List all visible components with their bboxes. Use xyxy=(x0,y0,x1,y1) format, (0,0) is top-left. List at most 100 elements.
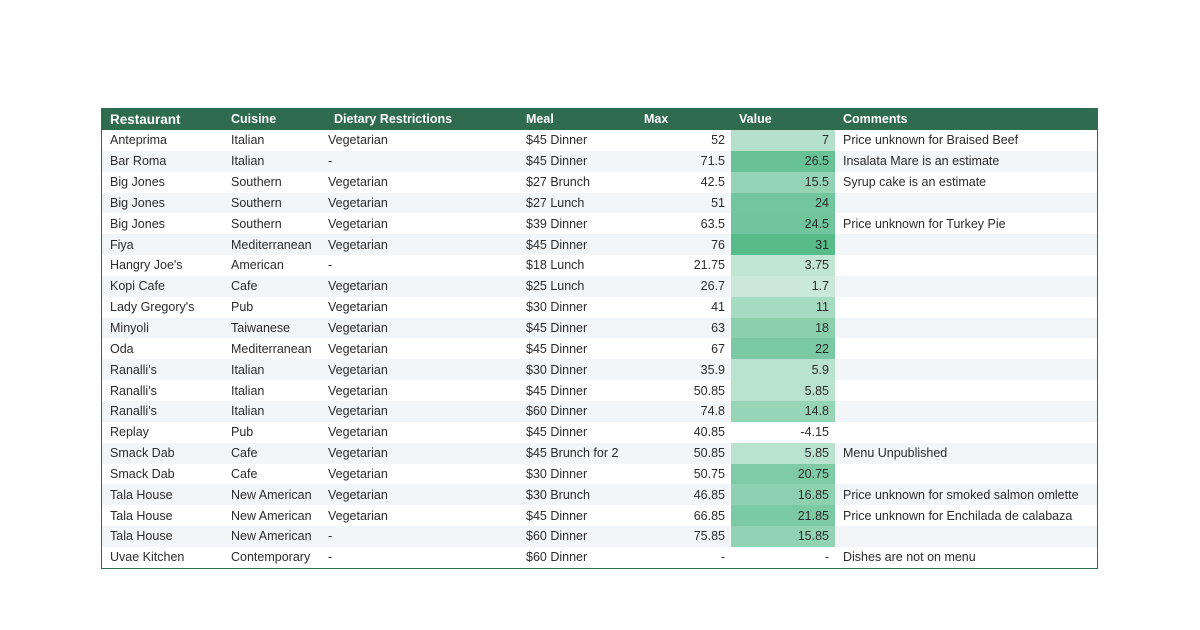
cell-cuisine: Southern xyxy=(231,175,282,190)
cell-restaurant: Kopi Cafe xyxy=(110,279,165,294)
cell-max: 67 xyxy=(711,341,725,356)
cell-comments xyxy=(835,276,1097,297)
header-row: Restaurant Cuisine Dietary Restrictions … xyxy=(102,108,1097,130)
cell-cuisine: Cafe xyxy=(231,279,258,294)
table-row: Smack Dab Cafe Vegetarian $45 Brunch for 2 5… xyxy=(102,442,1097,464)
cell-max: 63.5 xyxy=(700,216,725,231)
cell-cuisine: Contemporary xyxy=(231,550,311,565)
cell-meal: $45 Dinner xyxy=(526,425,588,440)
table-row: Kopi Cafe Cafe Vegetarian $25 Lunch 26.7 1.7 xyxy=(102,275,1097,297)
cell-comments xyxy=(835,359,1097,380)
cell-value: 20.75 xyxy=(731,463,835,485)
cell-max: 63 xyxy=(711,321,725,336)
header-meal: Meal xyxy=(526,112,554,126)
cell-meal: $30 Dinner xyxy=(526,362,588,377)
cell-comments xyxy=(835,297,1097,318)
cell-meal: $45 Dinner xyxy=(526,508,588,523)
cell-value: 31 xyxy=(731,234,835,256)
cell-cuisine: American xyxy=(231,258,284,273)
cell-comments: Price unknown for smoked salmon omlette xyxy=(843,487,1079,502)
cell-restaurant: Bar Roma xyxy=(110,154,167,169)
cell-max: 40.85 xyxy=(693,425,725,440)
header-cuisine: Cuisine xyxy=(231,112,277,126)
header-restaurant: Restaurant xyxy=(110,111,181,127)
cell-max: 71.5 xyxy=(700,154,725,169)
cell-meal: $45 Brunch for 2 xyxy=(526,446,619,461)
cell-cuisine: Italian xyxy=(231,362,265,377)
table-row: Big Jones Southern Vegetarian $39 Dinner 63.… xyxy=(102,213,1097,235)
table-row: Replay Pub Vegetarian $45 Dinner 40.85 -4.15 xyxy=(102,422,1097,443)
cell-meal: $60 Dinner xyxy=(526,550,588,565)
table-row: Tala House New American Vegetarian $30 Brun… xyxy=(102,484,1097,506)
cell-restaurant: Tala House xyxy=(110,508,173,523)
cell-cuisine: Mediterranean xyxy=(231,341,312,356)
cell-restaurant: Replay xyxy=(110,425,149,440)
cell-cuisine: Southern xyxy=(231,216,282,231)
cell-comments xyxy=(835,234,1097,255)
cell-comments xyxy=(835,464,1097,485)
table-row: Anteprima Italian Vegetarian $45 Dinner 52 7 P… xyxy=(102,130,1097,151)
cell-value: -4.15 xyxy=(800,425,830,440)
cell-dietary-restrictions: Vegetarian xyxy=(328,466,388,481)
cell-restaurant: Ranalli's xyxy=(110,362,157,377)
cell-comments: Dishes are not on menu xyxy=(843,550,976,565)
cell-meal: $30 Brunch xyxy=(526,487,590,502)
cell-value: 22 xyxy=(731,338,835,360)
cell-meal: $45 Dinner xyxy=(526,383,588,398)
cell-restaurant: Oda xyxy=(110,341,134,356)
cell-max: 35.9 xyxy=(700,362,725,377)
cell-meal: $25 Lunch xyxy=(526,279,585,294)
cell-value: 3.75 xyxy=(731,255,835,276)
cell-comments: Menu Unpublished xyxy=(843,446,948,461)
cell-dietary-restrictions: - xyxy=(328,550,333,565)
cell-cuisine: Mediterranean xyxy=(231,237,312,252)
cell-max: 75.85 xyxy=(693,529,725,544)
cell-restaurant: Ranalli's xyxy=(110,404,157,419)
cell-cuisine: New American xyxy=(231,529,312,544)
cell-max: 42.5 xyxy=(700,175,725,190)
cell-value: 5.85 xyxy=(731,380,835,401)
cell-value: 14.8 xyxy=(731,400,835,422)
cell-dietary-restrictions: Vegetarian xyxy=(328,300,388,315)
cell-dietary-restrictions: Vegetarian xyxy=(328,425,388,440)
table-row: Ranalli's Italian Vegetarian $30 Dinner 35.9… xyxy=(102,359,1097,381)
cell-restaurant: Tala House xyxy=(110,529,173,544)
cell-dietary-restrictions: Vegetarian xyxy=(328,383,388,398)
cell-value: 5.9 xyxy=(731,359,835,381)
cell-value: - xyxy=(824,550,829,565)
header-dietary-restrictions: Dietary Restrictions xyxy=(334,112,453,126)
cell-meal: $30 Dinner xyxy=(526,300,588,315)
cell-max: 52 xyxy=(711,133,725,148)
cell-restaurant: Big Jones xyxy=(110,195,165,210)
cell-max: 50.85 xyxy=(693,446,725,461)
cell-comments: Insalata Mare is an estimate xyxy=(843,154,1000,169)
cell-restaurant: Minyoli xyxy=(110,321,149,336)
cell-meal: $18 Lunch xyxy=(526,258,585,273)
restaurant-value-table: Restaurant Cuisine Dietary Restrictions … xyxy=(101,108,1098,569)
cell-dietary-restrictions: - xyxy=(328,529,333,544)
cell-comments: Syrup cake is an estimate xyxy=(843,175,987,190)
cell-meal: $27 Brunch xyxy=(526,175,590,190)
cell-comments: Price unknown for Braised Beef xyxy=(843,133,1019,148)
cell-dietary-restrictions: Vegetarian xyxy=(328,487,388,502)
cell-comments xyxy=(835,422,1097,443)
cell-cuisine: Cafe xyxy=(231,446,258,461)
cell-dietary-restrictions: Vegetarian xyxy=(328,508,388,523)
cell-cuisine: Southern xyxy=(231,195,282,210)
cell-dietary-restrictions: Vegetarian xyxy=(328,341,388,356)
cell-max: 26.7 xyxy=(700,279,725,294)
table-row: Ranalli's Italian Vegetarian $45 Dinner 50.8… xyxy=(102,380,1097,401)
cell-meal: $60 Dinner xyxy=(526,529,588,544)
cell-cuisine: Taiwanese xyxy=(231,321,291,336)
table-row: Big Jones Southern Vegetarian $27 Brunch 42.… xyxy=(102,171,1097,193)
cell-dietary-restrictions: Vegetarian xyxy=(328,362,388,377)
cell-cuisine: Italian xyxy=(231,404,265,419)
cell-value: 15.5 xyxy=(731,171,835,193)
cell-comments xyxy=(835,380,1097,401)
cell-dietary-restrictions: Vegetarian xyxy=(328,404,388,419)
cell-max: - xyxy=(720,550,725,565)
cell-restaurant: Big Jones xyxy=(110,216,165,231)
cell-cuisine: Pub xyxy=(231,425,254,440)
cell-value: 1.7 xyxy=(731,275,835,297)
table-row: Uvae Kitchen Contemporary - $60 Dinner - - Dis… xyxy=(102,547,1097,568)
